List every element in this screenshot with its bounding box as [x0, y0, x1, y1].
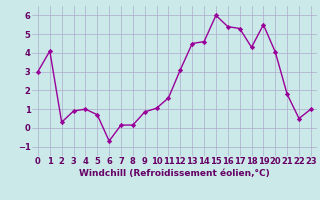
X-axis label: Windchill (Refroidissement éolien,°C): Windchill (Refroidissement éolien,°C): [79, 169, 270, 178]
